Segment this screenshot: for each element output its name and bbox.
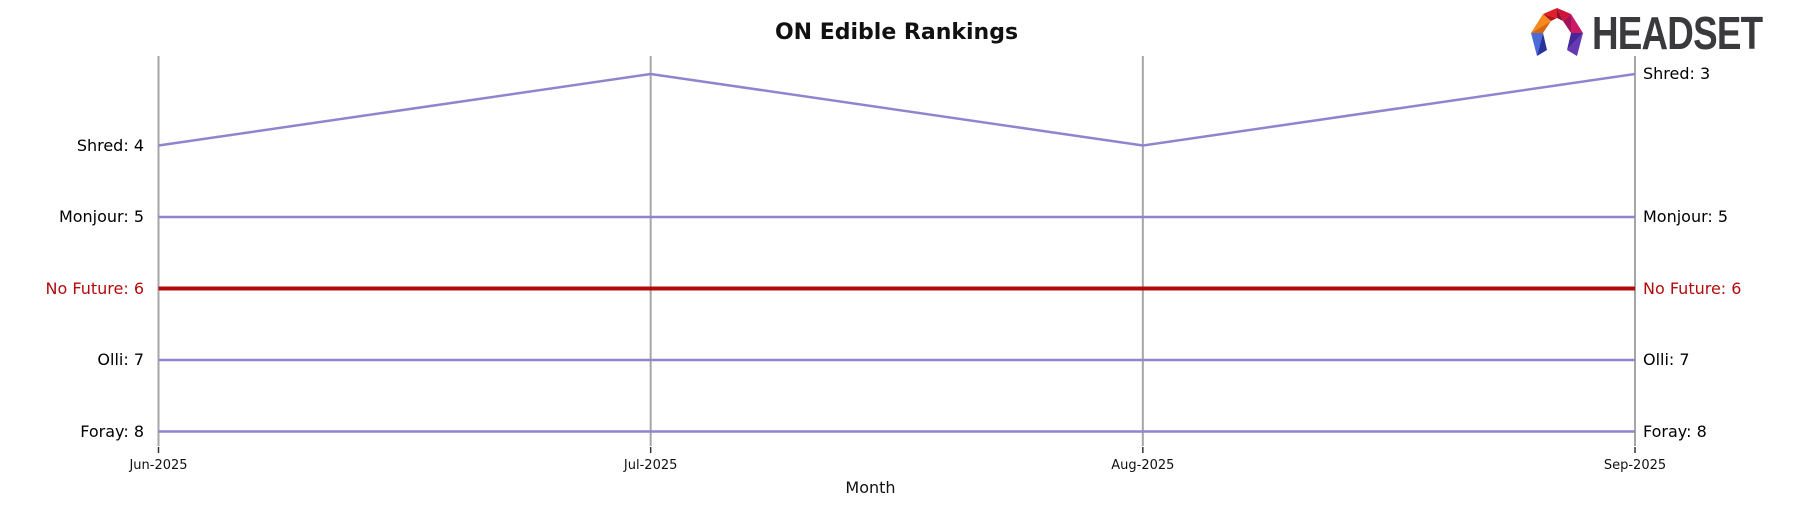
series-right-label: Shred: 3 [1643,64,1711,83]
series-left-label: Monjour: 5 [58,207,144,226]
chart-title: ON Edible Rankings [774,20,1019,45]
x-tick-label: Aug-2025 [1111,458,1175,473]
series-left-label: No Future: 6 [45,278,144,298]
x-tick-label: Jul-2025 [623,458,678,473]
series-left-label: Shred: 4 [76,135,144,155]
x-tick-label: Jun-2025 [129,458,188,473]
x-tick-label: Sep-2025 [1603,458,1667,473]
x-axis-title: Month [845,478,896,497]
series-left-label: Olli: 7 [97,350,144,369]
series-left-label: Foray: 8 [80,421,144,441]
headset-logo-icon [1531,8,1583,56]
series-right-label: Olli: 7 [1643,350,1690,369]
series-right-label: No Future: 6 [1643,278,1742,298]
headset-logo: HEADSET [1528,6,1812,60]
series-line-shred [158,72,1636,147]
series-right-label: Monjour: 5 [1643,207,1729,226]
series-right-label: Foray: 8 [1643,421,1707,441]
headset-logo-text: HEADSET [1592,7,1763,59]
